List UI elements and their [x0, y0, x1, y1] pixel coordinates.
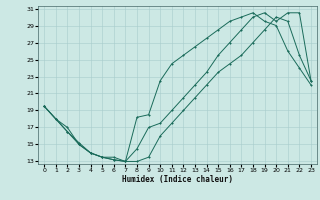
X-axis label: Humidex (Indice chaleur): Humidex (Indice chaleur) — [122, 175, 233, 184]
